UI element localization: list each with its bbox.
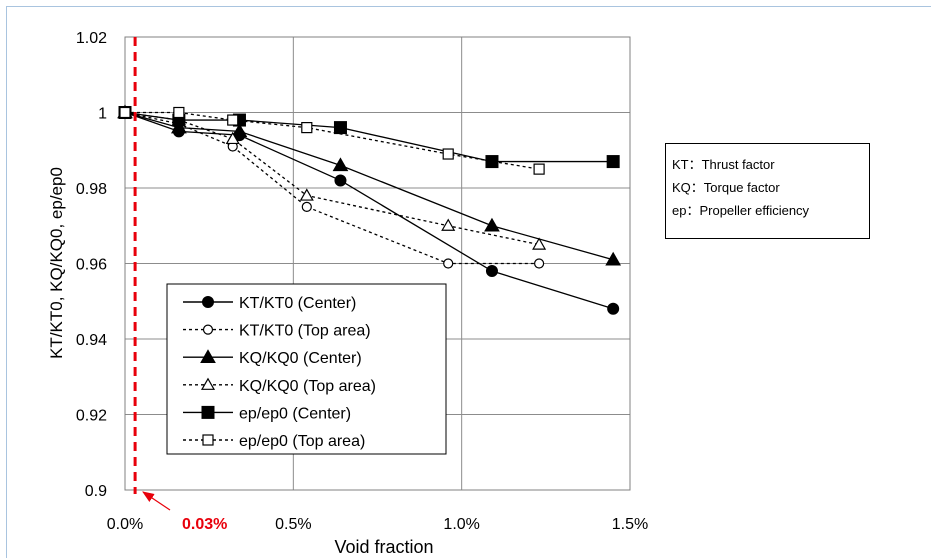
y-tick-label: 1 [98,106,107,123]
legend-entry: ep/ep0 (Center) [183,405,351,422]
data-point [485,265,498,278]
legend-entry: KT/KT0 (Top area) [183,323,371,340]
data-point [301,201,312,212]
data-point [299,188,314,201]
series-kt-kt0-center [119,106,620,315]
figure-frame [6,6,931,558]
legend-marker [202,324,214,335]
data-point [533,163,545,175]
data-point [334,174,347,187]
y-tick-label: 0.96 [76,257,107,274]
data-point [606,155,620,169]
legend-label: KT/KT0 (Center) [239,295,356,312]
data-point [301,121,313,134]
data-point [533,258,545,269]
legend-marker [200,377,216,390]
note-kt: KT：Thrust factor [672,157,775,172]
definitions-box: KT：Thrust factor KQ：Torque factor ep：Pro… [665,143,870,239]
series-line [124,111,614,310]
data-point [441,218,456,231]
x-tick-label: 0.5% [275,516,311,533]
legend: KT/KT0 (Center) KT/KT0 (Top area) KQ/KQ0 (… [166,283,447,455]
series-kq-kq0-center [117,104,622,266]
data-point [173,106,185,119]
series-line [124,111,614,163]
y-tick-label: 0.98 [76,181,107,198]
data-point [484,217,500,232]
series-ep-ep0-top-area [119,106,545,175]
data-point [442,148,454,160]
y-tick-label: 0.92 [76,408,107,425]
x-tick-label: 1.5% [612,516,648,533]
legend-entry: KQ/KQ0 (Center) [183,349,362,367]
legend-label: ep/ep0 (Top area) [239,433,365,450]
series-line [124,111,614,261]
legend-entry: ep/ep0 (Top area) [183,433,365,450]
x-axis-ticks: 0.0% 0.5% 1.0% 1.5% [107,516,648,533]
data-point [607,302,620,315]
y-tick-label: 0.94 [76,332,107,349]
legend-marker [202,434,214,446]
series-layer [117,104,622,315]
legend-entry: KT/KT0 (Center) [183,295,356,312]
series-line [124,111,540,246]
data-point [231,123,248,138]
x-tick-label: 0.0% [107,516,143,533]
legend-marker [200,349,216,363]
legend-marker [202,296,214,308]
data-point [532,237,547,250]
annotation-layer: 0.03% [133,37,227,533]
series-line [125,111,540,170]
legend-label: KQ/KQ0 (Top area) [239,378,376,395]
legend-marker [201,405,215,419]
data-point [227,114,239,126]
note-ep: ep：Propeller efficiency [672,203,810,218]
y-axis-ticks: 0.9 0.92 0.94 0.96 0.98 1 1.02 [76,30,107,500]
data-point [171,119,187,134]
legend-label: ep/ep0 (Center) [239,405,351,422]
x-tick-label: 1.0% [443,516,479,533]
data-point [443,258,454,269]
data-point [485,155,499,169]
x-axis-label: Void fraction [334,537,433,555]
legend-label: KQ/KQ0 (Center) [239,350,362,367]
legend-entry: KQ/KQ0 (Top area) [183,377,376,395]
data-point [332,157,349,172]
y-axis-label: KT/KT0, KQ/KQ0, ep/ep0 [47,167,66,359]
data-point [333,121,347,135]
legend-label: KT/KT0 (Top area) [239,323,371,340]
y-tick-label: 1.02 [76,30,107,47]
annotation-arrow [142,491,171,511]
series-ep-ep0-center [118,106,620,169]
data-point [605,251,622,266]
annotation-label: 0.03% [182,516,227,533]
note-kq: KQ：Torque factor [672,180,780,195]
plot-area [124,36,631,491]
data-point [119,106,131,119]
data-point [225,131,240,145]
legend-box [166,283,447,455]
y-tick-label: 0.9 [85,483,107,500]
